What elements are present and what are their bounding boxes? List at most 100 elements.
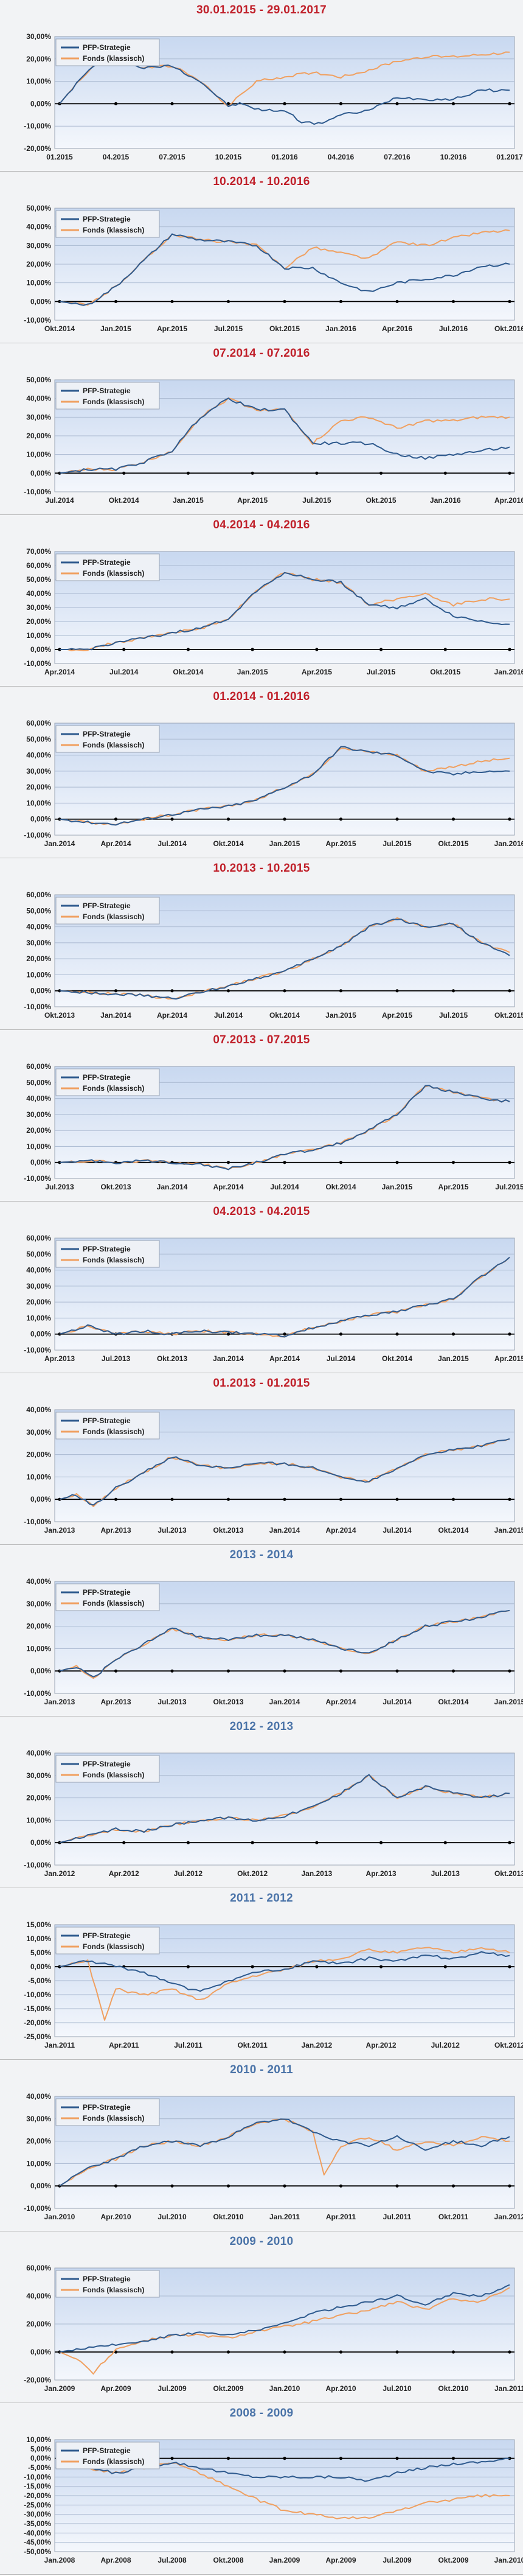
x-tick-label: Apr.2013 [100, 1526, 131, 1535]
legend-box [55, 210, 160, 238]
legend-label: Fonds (klassisch) [83, 1084, 144, 1093]
axis-tick-mark [339, 2457, 343, 2460]
x-tick-label: Okt.2013 [213, 1526, 243, 1535]
legend-label: Fonds (klassisch) [83, 54, 144, 63]
x-tick-label: 04.2015 [103, 153, 130, 161]
x-tick-label: Jul.2015 [302, 496, 331, 505]
y-tick-label: 50,00% [26, 376, 51, 384]
x-tick-label: Okt.2014 [109, 496, 139, 505]
line-chart-svg: -10,00% 0,00% 10,00% 20,00% 30,00% 40,00% 50,0… [24, 204, 523, 333]
axis-tick-mark [443, 1841, 447, 1844]
x-tick-label: 01.2016 [271, 153, 298, 161]
x-tick-label: Jul.2014 [158, 839, 187, 848]
axis-tick-mark [283, 989, 286, 993]
axis-tick-mark [451, 1669, 455, 1673]
x-tick-label: Jan.2014 [269, 1698, 300, 1706]
chart-title: 2012 - 2013 [229, 1720, 294, 1733]
series-line-strategy [59, 2118, 510, 2187]
x-tick-label: Okt.2016 [494, 324, 523, 333]
y-tick-label: 10,00% [26, 1314, 51, 1322]
x-tick-label: Jan.2015 [237, 668, 268, 676]
axis-tick-mark [170, 299, 174, 303]
y-tick-label: 20,00% [26, 1126, 51, 1135]
axis-tick-mark [226, 1669, 230, 1673]
x-tick-label: 07.2016 [384, 153, 410, 161]
axis-tick-mark [186, 648, 190, 651]
x-tick-label: Jan.2015 [269, 839, 300, 848]
y-tick-label: 40,00% [26, 2092, 51, 2101]
axis-tick-mark [339, 1332, 343, 1336]
x-tick-label: Apr.2015 [237, 496, 268, 505]
x-tick-label: Okt.2012 [237, 1869, 268, 1878]
x-tick-label: Jan.2012 [494, 2213, 523, 2221]
line-chart-svg: -10,00% 0,00% 10,00% 20,00% 30,00% 40,00% Jan.… [24, 1749, 523, 1878]
legend-box [55, 1068, 160, 1096]
chart-title: 2013 - 2014 [229, 1549, 294, 1561]
y-tick-label: 40,00% [26, 1266, 51, 1275]
x-tick-label: Jan.2014 [269, 1526, 300, 1535]
axis-tick-mark [283, 102, 286, 105]
y-tick-label: 5,00% [30, 2445, 51, 2453]
y-tick-label: 10,00% [26, 77, 51, 86]
x-tick-label: Jul.2014 [327, 1354, 356, 1363]
series-line-strategy [59, 1951, 510, 1992]
x-tick-label: Jul.2012 [431, 2041, 460, 2049]
axis-tick-mark [395, 2184, 399, 2188]
y-tick-label: -45,00% [24, 2538, 51, 2547]
axis-tick-mark [395, 1161, 399, 1164]
legend-box [55, 1412, 160, 1440]
x-tick-label: Jan.2009 [44, 2384, 75, 2393]
chart-title: 10.2014 - 10.2016 [213, 175, 310, 188]
axis-tick-mark [339, 102, 343, 105]
x-tick-label: Jul.2014 [383, 1526, 412, 1535]
x-tick-label: Apr.2011 [109, 2041, 139, 2049]
x-tick-label: Jan.2010 [494, 2556, 523, 2564]
series-line-strategy [60, 572, 510, 651]
legend: PFP-Strategie Fonds (klassisch) [55, 1927, 160, 1955]
axis-tick-mark [508, 1161, 511, 1164]
y-tick-label: -15,00% [24, 2482, 51, 2491]
y-tick-label: -40,00% [24, 2529, 51, 2537]
y-tick-label: -10,00% [24, 1174, 51, 1183]
y-tick-label: -10,00% [24, 488, 51, 496]
axis-tick-mark [114, 102, 118, 105]
y-tick-label: 10,00% [26, 1644, 51, 1653]
y-tick-label: -30,00% [24, 2510, 51, 2519]
y-tick-label: 60,00% [26, 561, 51, 570]
legend-box [55, 725, 160, 753]
legend-label: Fonds (klassisch) [83, 397, 144, 406]
y-tick-label: 5,00% [30, 1948, 51, 1957]
axis-tick-mark [508, 2184, 511, 2188]
y-tick-label: 40,00% [26, 751, 51, 760]
y-tick-label: 30,00% [26, 1428, 51, 1437]
legend-label: PFP-Strategie [83, 1073, 131, 1082]
axis-tick-mark [508, 299, 511, 303]
x-tick-label: Okt.2011 [438, 2213, 469, 2221]
series-line-strategy [59, 1256, 510, 1338]
y-tick-label: 20,00% [26, 1451, 51, 1459]
x-tick-label: Apr.2016 [382, 324, 412, 333]
y-tick-label: 50,00% [26, 575, 51, 584]
axis-tick-mark [508, 1497, 511, 1501]
y-tick-label: 0,00% [30, 1495, 51, 1503]
x-tick-label: Apr.2013 [44, 1354, 75, 1363]
axis-tick-mark [379, 471, 383, 475]
legend-box [55, 2098, 160, 2126]
axis-tick-mark [451, 1497, 455, 1501]
line-chart-svg: -10,00% 0,00% 10,00% 20,00% 30,00% 40,00% Jan.… [24, 1405, 523, 1535]
y-tick-label: 20,00% [26, 1298, 51, 1306]
x-tick-label: 07.2015 [159, 153, 185, 161]
y-tick-label: 10,00% [26, 2159, 51, 2168]
y-tick-label: 10,00% [26, 450, 51, 459]
y-tick-label: 0,00% [30, 297, 51, 306]
legend-box [55, 1927, 160, 1955]
x-tick-label: Jul.2009 [383, 2556, 412, 2564]
chart-title: 2011 - 2012 [230, 1892, 293, 1905]
legend-label: PFP-Strategie [83, 1931, 131, 1940]
x-tick-label: Jan.2010 [269, 2384, 300, 2393]
series-line-strategy [59, 746, 510, 826]
x-tick-label: Okt.2015 [494, 1011, 523, 1020]
axis-tick-mark [395, 2350, 399, 2354]
x-tick-label: Jul.2011 [383, 2213, 412, 2221]
legend: PFP-Strategie Fonds (klassisch) [55, 382, 160, 410]
